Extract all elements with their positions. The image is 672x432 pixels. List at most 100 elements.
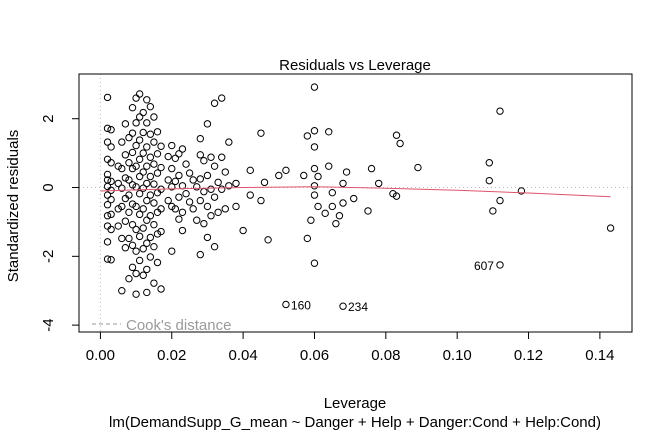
- data-point: [310, 259, 319, 267]
- data-point: [210, 242, 219, 251]
- data-point: [310, 127, 319, 135]
- data-point: [128, 148, 137, 157]
- data-point: [150, 279, 158, 287]
- data-point: [114, 222, 122, 230]
- data-point: [125, 208, 133, 216]
- data-point: [207, 185, 215, 193]
- data-point: [364, 207, 372, 215]
- point-labels: 160 234 607: [291, 259, 494, 314]
- data-point: [207, 212, 215, 220]
- data-point: [193, 216, 201, 224]
- point-label: 234: [348, 300, 368, 314]
- data-point: [178, 226, 187, 235]
- data-point: [175, 171, 183, 180]
- point-label: 607: [474, 259, 494, 273]
- data-point: [128, 181, 137, 189]
- data-point: [517, 187, 526, 195]
- data-point: [310, 143, 319, 151]
- data-point: [221, 168, 229, 176]
- data-point: [200, 219, 208, 228]
- data-point: [157, 205, 165, 213]
- data-point: [132, 162, 140, 170]
- data-point: [146, 253, 155, 261]
- data-point: [139, 149, 147, 157]
- data-point: [310, 182, 319, 190]
- data-point: [150, 180, 158, 188]
- data-point: [132, 269, 140, 278]
- data-point: [196, 175, 205, 183]
- data-point: [342, 168, 351, 176]
- data-point: [103, 170, 112, 179]
- data-point: [139, 184, 147, 192]
- data-point: [107, 126, 115, 134]
- data-point: [125, 191, 133, 199]
- y-tick-label: 2: [40, 115, 57, 123]
- data-point: [125, 176, 133, 184]
- data-point: [485, 159, 493, 167]
- data-point: [153, 150, 162, 158]
- data-point: [153, 128, 162, 136]
- data-point: [178, 145, 187, 153]
- data-point: [103, 238, 112, 246]
- data-point: [153, 258, 162, 267]
- data-point: [164, 152, 172, 161]
- data-point: [139, 224, 147, 232]
- data-point: [107, 143, 115, 151]
- data-point: [107, 195, 115, 204]
- data-point: [332, 219, 340, 228]
- data-point: [143, 119, 151, 127]
- data-point: [157, 163, 165, 172]
- data-point: [146, 191, 155, 199]
- plot-frame: [78, 73, 633, 333]
- data-point: [225, 138, 233, 146]
- chart-title: Residuals vs Leverage: [279, 57, 431, 74]
- data-point: [168, 141, 176, 150]
- data-point: [135, 136, 144, 144]
- data-point: [150, 199, 158, 207]
- x-tick-label: 0.02: [157, 347, 186, 364]
- data-point: [175, 193, 183, 201]
- data-point: [264, 236, 272, 244]
- data-point: [135, 232, 144, 241]
- data-point: [203, 171, 212, 180]
- data-point: [103, 138, 112, 146]
- y-tick-label: -2: [40, 250, 57, 263]
- data-point: [325, 128, 333, 136]
- data-point: [150, 113, 158, 121]
- data-point: [314, 202, 322, 211]
- data-point: [310, 191, 319, 199]
- data-point: [107, 256, 115, 264]
- data-point: [143, 162, 151, 170]
- data-point: [103, 191, 112, 199]
- data-point: [146, 130, 155, 138]
- data-point: [175, 215, 183, 223]
- data-point: [150, 242, 158, 251]
- data-point: [139, 108, 147, 117]
- data-point: [135, 172, 144, 181]
- data-point: [171, 154, 180, 162]
- data-point: [143, 288, 151, 297]
- data-point: [218, 185, 226, 193]
- data-point: [164, 196, 172, 205]
- data-point: [143, 179, 151, 188]
- data-point: [350, 194, 358, 203]
- data-point: [139, 168, 147, 176]
- data-point: [143, 143, 151, 151]
- data-point: [103, 255, 112, 263]
- data-point: [132, 247, 140, 255]
- data-point: [232, 202, 240, 211]
- data-point: [146, 102, 155, 111]
- data-point: [125, 159, 133, 167]
- y-tick-label: 0: [40, 183, 57, 191]
- data-point: [118, 184, 126, 192]
- data-point: [135, 190, 144, 198]
- data-point: [103, 124, 112, 133]
- data-point: [196, 151, 205, 159]
- data-point: [321, 209, 329, 218]
- data-point: [146, 212, 155, 220]
- data-point: [214, 178, 222, 187]
- data-point: [121, 120, 130, 128]
- data-point: [489, 207, 497, 215]
- data-point: [128, 220, 137, 229]
- data-point: [143, 239, 151, 247]
